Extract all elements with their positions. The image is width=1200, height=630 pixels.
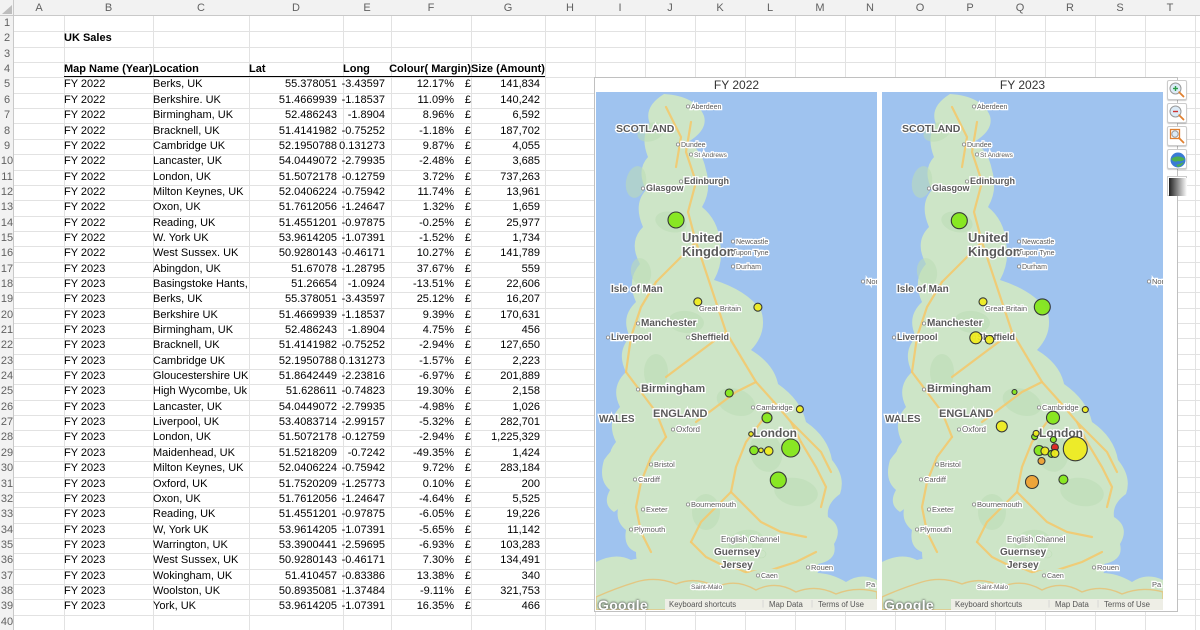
svg-text:WALES: WALES (885, 414, 921, 425)
svg-text:Caen: Caen (761, 573, 778, 580)
svg-text:Great Britain: Great Britain (699, 304, 741, 313)
svg-text:Manchester: Manchester (641, 318, 697, 329)
svg-text:Durham: Durham (1022, 264, 1047, 271)
svg-text:Rouen: Rouen (811, 563, 833, 572)
svg-text:Guernsey: Guernsey (714, 547, 761, 558)
svg-text:Isle of Man: Isle of Man (611, 284, 663, 295)
svg-text:Pa: Pa (1152, 580, 1162, 589)
svg-text:Guernsey: Guernsey (1000, 547, 1047, 558)
svg-text:United: United (968, 230, 1009, 245)
svg-text:ENGLAND: ENGLAND (939, 408, 993, 420)
svg-text:Oxford: Oxford (962, 425, 986, 434)
svg-text:SCOTLAND: SCOTLAND (616, 123, 675, 135)
svg-text:Kingdom: Kingdom (682, 244, 738, 259)
svg-text:Kingdom: Kingdom (968, 244, 1024, 259)
svg-text:Aberdeen: Aberdeen (691, 104, 721, 111)
svg-text:Bournemouth: Bournemouth (977, 500, 1022, 509)
svg-text:Exeter: Exeter (646, 505, 668, 514)
svg-text:Saint-Malo: Saint-Malo (977, 584, 1008, 591)
svg-text:upon Tyne: upon Tyne (736, 250, 769, 257)
svg-text:Cambridge: Cambridge (1042, 403, 1079, 412)
svg-text:Isle of Man: Isle of Man (897, 284, 949, 295)
svg-text:Sheffield: Sheffield (691, 332, 729, 342)
svg-text:United: United (682, 230, 723, 245)
svg-text:Glasgow: Glasgow (646, 183, 685, 193)
svg-text:Cambridge: Cambridge (756, 403, 793, 412)
svg-text:Cardiff: Cardiff (924, 475, 947, 484)
svg-text:St Andrews: St Andrews (980, 152, 1014, 159)
svg-text:Exeter: Exeter (932, 505, 954, 514)
svg-text:English Channel: English Channel (1007, 535, 1065, 544)
svg-text:upon Tyne: upon Tyne (1022, 250, 1055, 257)
svg-text:Plymouth: Plymouth (634, 525, 665, 534)
svg-text:Oxford: Oxford (676, 425, 700, 434)
svg-text:English Channel: English Channel (721, 535, 779, 544)
svg-text:Manchester: Manchester (927, 318, 983, 329)
svg-text:London: London (753, 426, 797, 440)
svg-text:Caen: Caen (1047, 573, 1064, 580)
svg-text:Newcastle: Newcastle (1022, 239, 1054, 246)
svg-text:Dundee: Dundee (967, 142, 992, 149)
svg-text:Norwich: Norwich (866, 277, 877, 286)
svg-text:Norwich: Norwich (1152, 277, 1163, 286)
svg-text:Liverpool: Liverpool (611, 332, 652, 342)
svg-text:Bristol: Bristol (940, 460, 961, 469)
svg-text:Bournemouth: Bournemouth (691, 500, 736, 509)
svg-text:Jersey: Jersey (721, 560, 753, 571)
svg-text:ENGLAND: ENGLAND (653, 408, 707, 420)
svg-text:Birmingham: Birmingham (927, 383, 991, 395)
svg-text:Sheffield: Sheffield (977, 332, 1015, 342)
svg-text:Great Britain: Great Britain (985, 304, 1027, 313)
svg-text:Rouen: Rouen (1097, 563, 1119, 572)
svg-text:Bristol: Bristol (654, 460, 675, 469)
svg-text:Dundee: Dundee (681, 142, 706, 149)
svg-text:Plymouth: Plymouth (920, 525, 951, 534)
svg-text:Edinburgh: Edinburgh (684, 176, 729, 186)
svg-text:Edinburgh: Edinburgh (970, 176, 1015, 186)
svg-text:Saint-Malo: Saint-Malo (691, 584, 722, 591)
svg-text:Glasgow: Glasgow (932, 183, 971, 193)
svg-text:Jersey: Jersey (1007, 560, 1039, 571)
svg-text:Durham: Durham (736, 264, 761, 271)
svg-text:WALES: WALES (599, 414, 635, 425)
svg-text:St Andrews: St Andrews (694, 152, 728, 159)
svg-text:Pa: Pa (866, 580, 876, 589)
svg-text:Birmingham: Birmingham (641, 383, 705, 395)
svg-text:Liverpool: Liverpool (897, 332, 938, 342)
svg-text:Cardiff: Cardiff (638, 475, 661, 484)
svg-text:Aberdeen: Aberdeen (977, 104, 1007, 111)
svg-text:Newcastle: Newcastle (736, 239, 768, 246)
svg-text:SCOTLAND: SCOTLAND (902, 123, 961, 135)
